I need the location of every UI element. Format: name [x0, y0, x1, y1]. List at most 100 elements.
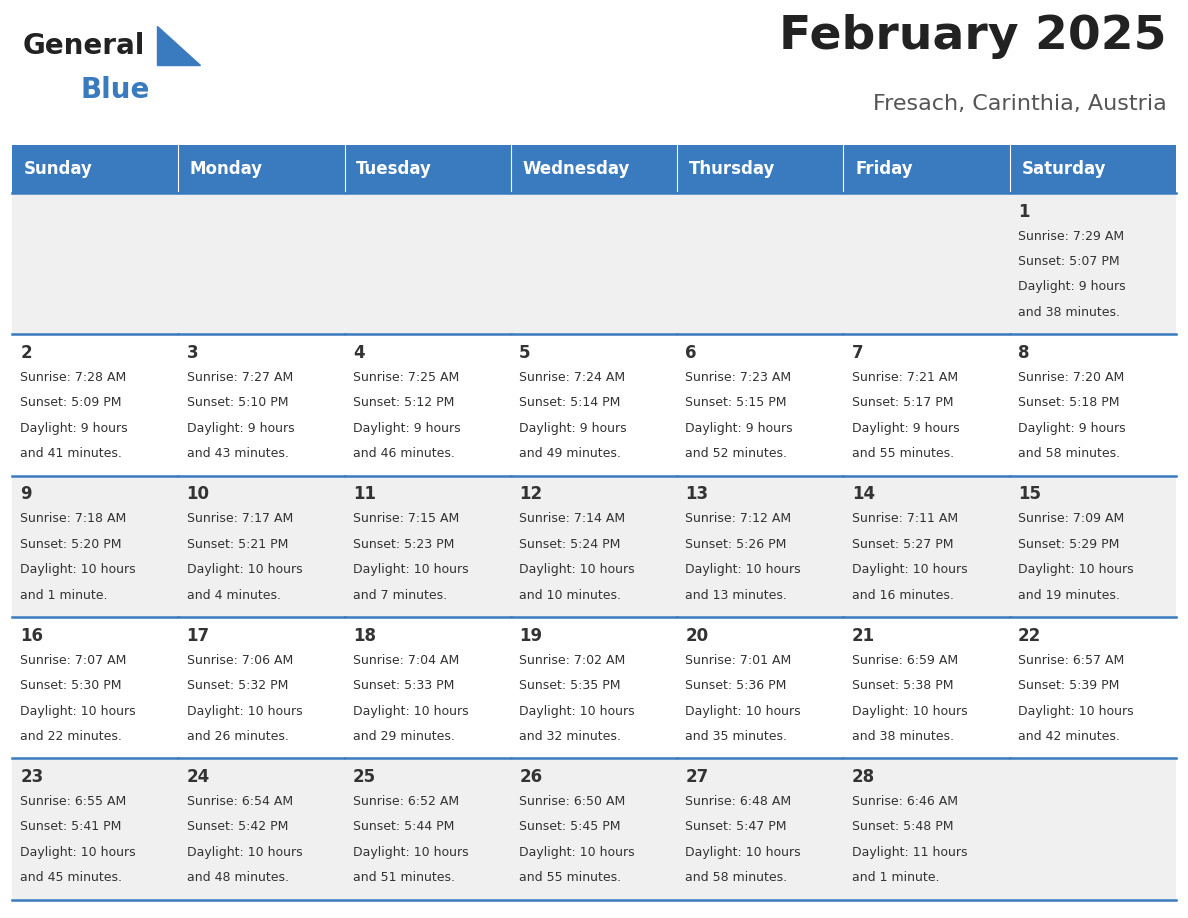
Text: Sunrise: 6:55 AM: Sunrise: 6:55 AM	[20, 795, 126, 808]
Text: Saturday: Saturday	[1022, 160, 1106, 178]
FancyBboxPatch shape	[843, 476, 1010, 617]
Text: and 16 minutes.: and 16 minutes.	[852, 588, 954, 601]
Text: Fresach, Carinthia, Austria: Fresach, Carinthia, Austria	[873, 95, 1167, 115]
FancyBboxPatch shape	[511, 193, 677, 334]
FancyBboxPatch shape	[345, 758, 511, 900]
Text: Sunrise: 7:06 AM: Sunrise: 7:06 AM	[187, 654, 292, 666]
Text: Sunset: 5:12 PM: Sunset: 5:12 PM	[353, 397, 454, 409]
Text: and 58 minutes.: and 58 minutes.	[685, 871, 788, 884]
Text: Sunrise: 7:15 AM: Sunrise: 7:15 AM	[353, 512, 459, 525]
Text: and 41 minutes.: and 41 minutes.	[20, 447, 122, 460]
Text: Sunrise: 7:07 AM: Sunrise: 7:07 AM	[20, 654, 127, 666]
Text: Sunset: 5:15 PM: Sunset: 5:15 PM	[685, 397, 786, 409]
Text: 20: 20	[685, 627, 708, 644]
Text: Sunset: 5:21 PM: Sunset: 5:21 PM	[187, 538, 287, 551]
Text: Friday: Friday	[855, 160, 912, 178]
Text: Sunset: 5:41 PM: Sunset: 5:41 PM	[20, 821, 121, 834]
Text: Sunrise: 7:18 AM: Sunrise: 7:18 AM	[20, 512, 126, 525]
Text: Sunset: 5:17 PM: Sunset: 5:17 PM	[852, 397, 953, 409]
Text: Sunrise: 6:50 AM: Sunrise: 6:50 AM	[519, 795, 625, 808]
Text: Monday: Monday	[190, 160, 263, 178]
FancyBboxPatch shape	[345, 617, 511, 758]
Text: Daylight: 10 hours: Daylight: 10 hours	[353, 563, 468, 577]
Text: and 49 minutes.: and 49 minutes.	[519, 447, 621, 460]
FancyBboxPatch shape	[12, 193, 178, 334]
Text: Sunrise: 7:27 AM: Sunrise: 7:27 AM	[187, 371, 292, 384]
FancyBboxPatch shape	[677, 758, 843, 900]
Text: and 42 minutes.: and 42 minutes.	[1018, 730, 1120, 743]
Text: 6: 6	[685, 344, 697, 362]
Text: Sunset: 5:42 PM: Sunset: 5:42 PM	[187, 821, 287, 834]
FancyBboxPatch shape	[1010, 334, 1176, 476]
Text: Daylight: 10 hours: Daylight: 10 hours	[20, 563, 135, 577]
Text: Sunset: 5:29 PM: Sunset: 5:29 PM	[1018, 538, 1119, 551]
FancyBboxPatch shape	[345, 193, 511, 334]
Text: 13: 13	[685, 486, 708, 503]
Text: Daylight: 10 hours: Daylight: 10 hours	[187, 563, 302, 577]
Text: Daylight: 10 hours: Daylight: 10 hours	[353, 704, 468, 718]
Text: 1: 1	[1018, 203, 1030, 220]
Text: Daylight: 9 hours: Daylight: 9 hours	[353, 421, 461, 435]
Text: and 7 minutes.: and 7 minutes.	[353, 588, 447, 601]
Text: 2: 2	[20, 344, 32, 362]
FancyBboxPatch shape	[843, 758, 1010, 900]
Text: 3: 3	[187, 344, 198, 362]
Text: Daylight: 10 hours: Daylight: 10 hours	[187, 704, 302, 718]
Text: Sunrise: 7:12 AM: Sunrise: 7:12 AM	[685, 512, 791, 525]
Text: and 35 minutes.: and 35 minutes.	[685, 730, 788, 743]
Text: Sunset: 5:10 PM: Sunset: 5:10 PM	[187, 397, 287, 409]
Text: and 51 minutes.: and 51 minutes.	[353, 871, 455, 884]
Text: Sunset: 5:33 PM: Sunset: 5:33 PM	[353, 679, 454, 692]
Text: Blue: Blue	[81, 76, 150, 104]
Text: Daylight: 9 hours: Daylight: 9 hours	[187, 421, 295, 435]
Text: 15: 15	[1018, 486, 1041, 503]
Text: Sunset: 5:35 PM: Sunset: 5:35 PM	[519, 679, 620, 692]
Text: 14: 14	[852, 486, 874, 503]
Text: 27: 27	[685, 768, 709, 786]
FancyBboxPatch shape	[12, 145, 178, 193]
FancyBboxPatch shape	[843, 193, 1010, 334]
Text: 11: 11	[353, 486, 375, 503]
FancyBboxPatch shape	[1010, 145, 1176, 193]
Text: Daylight: 10 hours: Daylight: 10 hours	[519, 845, 634, 859]
Text: 22: 22	[1018, 627, 1042, 644]
Text: Daylight: 9 hours: Daylight: 9 hours	[519, 421, 627, 435]
Text: 23: 23	[20, 768, 44, 786]
Text: 19: 19	[519, 627, 542, 644]
Text: Sunset: 5:44 PM: Sunset: 5:44 PM	[353, 821, 454, 834]
Text: Daylight: 9 hours: Daylight: 9 hours	[20, 421, 128, 435]
Text: 28: 28	[852, 768, 874, 786]
Text: 10: 10	[187, 486, 209, 503]
Text: and 55 minutes.: and 55 minutes.	[852, 447, 954, 460]
Text: and 48 minutes.: and 48 minutes.	[187, 871, 289, 884]
Text: 21: 21	[852, 627, 874, 644]
Text: Daylight: 10 hours: Daylight: 10 hours	[20, 845, 135, 859]
FancyBboxPatch shape	[677, 476, 843, 617]
Text: Daylight: 10 hours: Daylight: 10 hours	[353, 845, 468, 859]
FancyBboxPatch shape	[1010, 476, 1176, 617]
Text: Sunset: 5:48 PM: Sunset: 5:48 PM	[852, 821, 953, 834]
Text: and 22 minutes.: and 22 minutes.	[20, 730, 122, 743]
Text: Daylight: 10 hours: Daylight: 10 hours	[20, 704, 135, 718]
FancyBboxPatch shape	[178, 617, 345, 758]
Text: February 2025: February 2025	[779, 14, 1167, 59]
Text: Daylight: 10 hours: Daylight: 10 hours	[685, 563, 801, 577]
FancyBboxPatch shape	[677, 145, 843, 193]
Text: Sunrise: 7:21 AM: Sunrise: 7:21 AM	[852, 371, 958, 384]
Text: Sunrise: 7:04 AM: Sunrise: 7:04 AM	[353, 654, 459, 666]
Text: Sunrise: 7:09 AM: Sunrise: 7:09 AM	[1018, 512, 1124, 525]
FancyBboxPatch shape	[511, 617, 677, 758]
FancyBboxPatch shape	[677, 193, 843, 334]
Text: Sunrise: 7:01 AM: Sunrise: 7:01 AM	[685, 654, 791, 666]
Text: 8: 8	[1018, 344, 1030, 362]
Text: and 19 minutes.: and 19 minutes.	[1018, 588, 1120, 601]
Text: Daylight: 10 hours: Daylight: 10 hours	[519, 563, 634, 577]
FancyBboxPatch shape	[677, 617, 843, 758]
Text: Daylight: 9 hours: Daylight: 9 hours	[1018, 421, 1126, 435]
Text: and 26 minutes.: and 26 minutes.	[187, 730, 289, 743]
Text: 5: 5	[519, 344, 531, 362]
Text: Sunrise: 6:57 AM: Sunrise: 6:57 AM	[1018, 654, 1124, 666]
Text: Daylight: 10 hours: Daylight: 10 hours	[685, 845, 801, 859]
Text: 12: 12	[519, 486, 542, 503]
Text: Sunset: 5:23 PM: Sunset: 5:23 PM	[353, 538, 454, 551]
